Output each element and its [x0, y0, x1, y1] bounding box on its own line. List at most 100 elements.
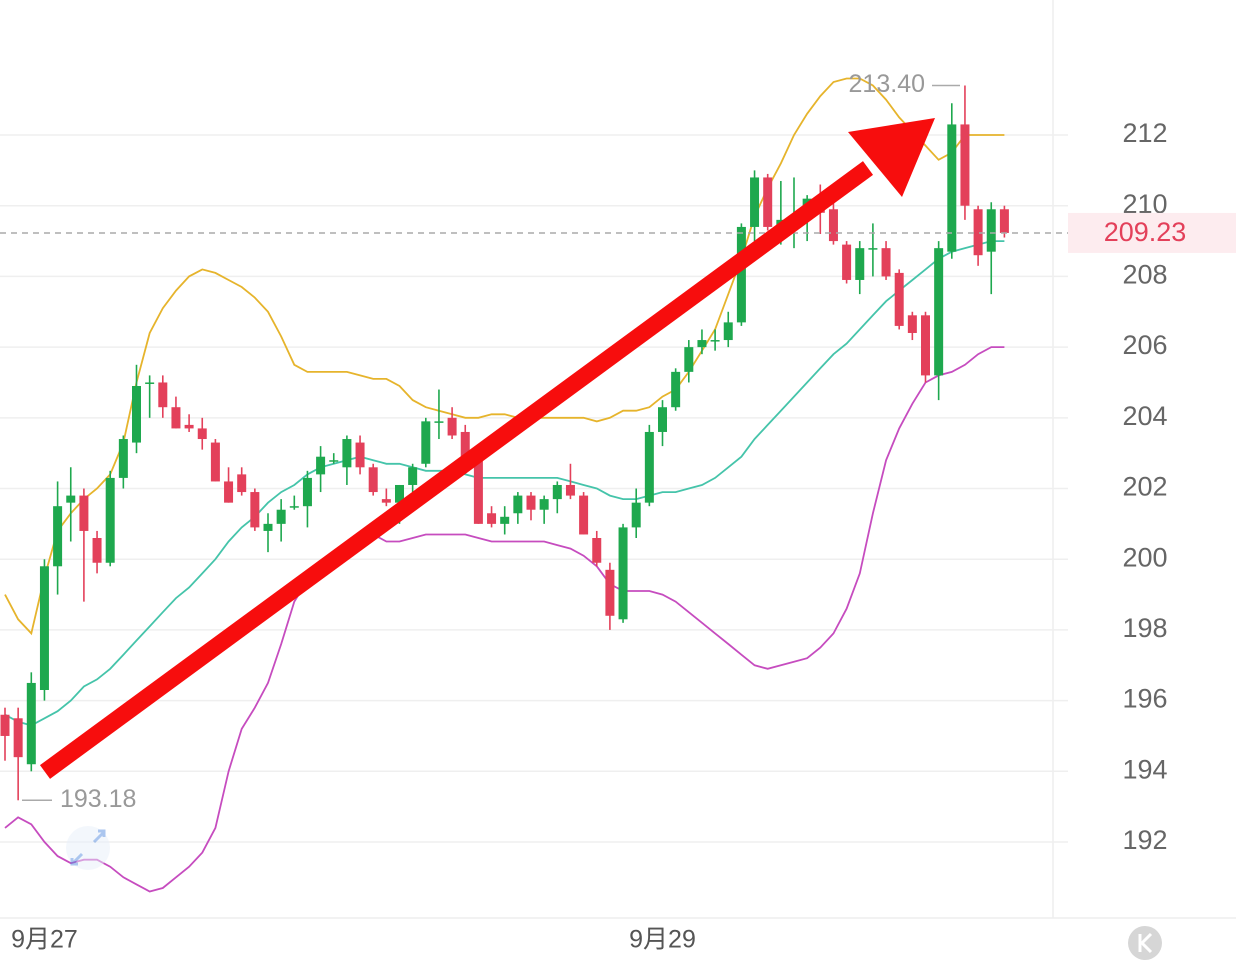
candle-body — [697, 340, 707, 348]
candle-body — [500, 516, 510, 524]
candle-body — [631, 502, 641, 528]
candle-body — [39, 566, 49, 691]
candle-body — [66, 495, 76, 503]
candle-body — [960, 124, 970, 206]
arrow-shaft — [39, 161, 874, 779]
candle-body — [92, 538, 102, 563]
candle-body — [473, 453, 483, 524]
candle-body — [684, 347, 694, 372]
candle-body — [145, 382, 155, 384]
candle-body — [644, 431, 654, 503]
candle-body — [329, 460, 339, 462]
y-tick-label: 200 — [1122, 542, 1167, 572]
band-line — [4, 240, 1005, 727]
candle-body — [447, 417, 457, 436]
candle-body — [460, 431, 470, 457]
kline-button[interactable] — [1128, 926, 1162, 960]
candle-body — [658, 407, 667, 432]
candle-body — [855, 248, 865, 280]
candle-body — [723, 322, 733, 341]
candle-body — [263, 523, 273, 531]
candle-body — [986, 209, 996, 252]
candle-body — [579, 495, 589, 535]
kline-button-icon — [1138, 932, 1153, 954]
arrow-head — [848, 118, 935, 197]
x-tick-label: 9月27 — [11, 926, 78, 954]
y-tick-label: 202 — [1122, 472, 1167, 502]
candle-body — [894, 272, 904, 326]
candle-body — [565, 484, 575, 496]
candle-body — [539, 499, 549, 510]
y-tick-label: 196 — [1122, 684, 1167, 714]
candle-body — [618, 527, 628, 620]
x-tick-label: 9月29 — [629, 926, 696, 954]
candle-body — [79, 495, 89, 531]
band-line — [4, 77, 1005, 636]
candle-body — [421, 421, 431, 464]
candle-body — [250, 492, 260, 528]
candle-body — [710, 340, 720, 342]
candle-body — [552, 484, 562, 500]
candle-body — [842, 244, 852, 280]
candle-body — [171, 407, 181, 429]
expand-icon[interactable] — [66, 826, 110, 870]
candle-body — [381, 499, 391, 503]
candle-body — [592, 538, 602, 563]
candle-body — [224, 481, 234, 503]
candle-body — [947, 124, 957, 252]
band-line — [4, 346, 1005, 893]
candle-body — [210, 442, 220, 482]
candle-body — [763, 177, 773, 227]
candles — [0, 85, 1009, 801]
bands — [4, 77, 1005, 893]
candle-body — [395, 484, 404, 503]
y-tick-label: 204 — [1122, 401, 1167, 431]
candle-body — [526, 495, 536, 510]
candle-body — [934, 248, 944, 376]
candle-body — [355, 442, 365, 468]
candle-body — [513, 495, 523, 514]
candle-body — [408, 467, 418, 485]
expand-arrows — [70, 829, 106, 866]
candle-body — [158, 382, 168, 408]
candle-body — [184, 424, 194, 429]
candle-body — [736, 226, 746, 323]
candle-body — [973, 209, 983, 256]
candle-body — [26, 682, 36, 765]
grid — [0, 134, 1068, 843]
y-tick-label: 192 — [1122, 825, 1167, 855]
candle-body — [907, 315, 917, 333]
y-tick-label: 212 — [1122, 118, 1167, 148]
candle-body — [105, 477, 115, 563]
candle-body — [276, 509, 286, 524]
y-tick-label: 206 — [1122, 330, 1167, 360]
trend-arrow — [39, 118, 935, 779]
candle-body — [197, 428, 207, 440]
last-price-label: 209.23 — [1104, 217, 1187, 247]
candle-body — [487, 513, 497, 524]
y-tick-label: 194 — [1122, 754, 1167, 784]
candle-body — [13, 718, 23, 758]
candle-body — [237, 474, 247, 493]
candle-body — [868, 248, 878, 250]
candle-body — [671, 371, 681, 408]
candle-body — [368, 467, 378, 493]
candle-body — [605, 569, 615, 616]
candle-body — [881, 248, 891, 277]
candle-body — [342, 439, 352, 468]
candle-body — [118, 439, 128, 478]
candle-body — [921, 315, 930, 376]
candle-body — [434, 421, 444, 423]
y-tick-label: 208 — [1122, 260, 1167, 290]
last-price-box — [1068, 212, 1236, 253]
candle-body — [316, 456, 326, 475]
low-marker-label: 193.18 — [60, 785, 136, 813]
candle-body — [0, 714, 10, 736]
candle-body — [302, 477, 312, 507]
kline-button-bg — [1128, 926, 1162, 960]
y-tick-label: 198 — [1122, 613, 1167, 643]
candle-body — [53, 506, 63, 567]
